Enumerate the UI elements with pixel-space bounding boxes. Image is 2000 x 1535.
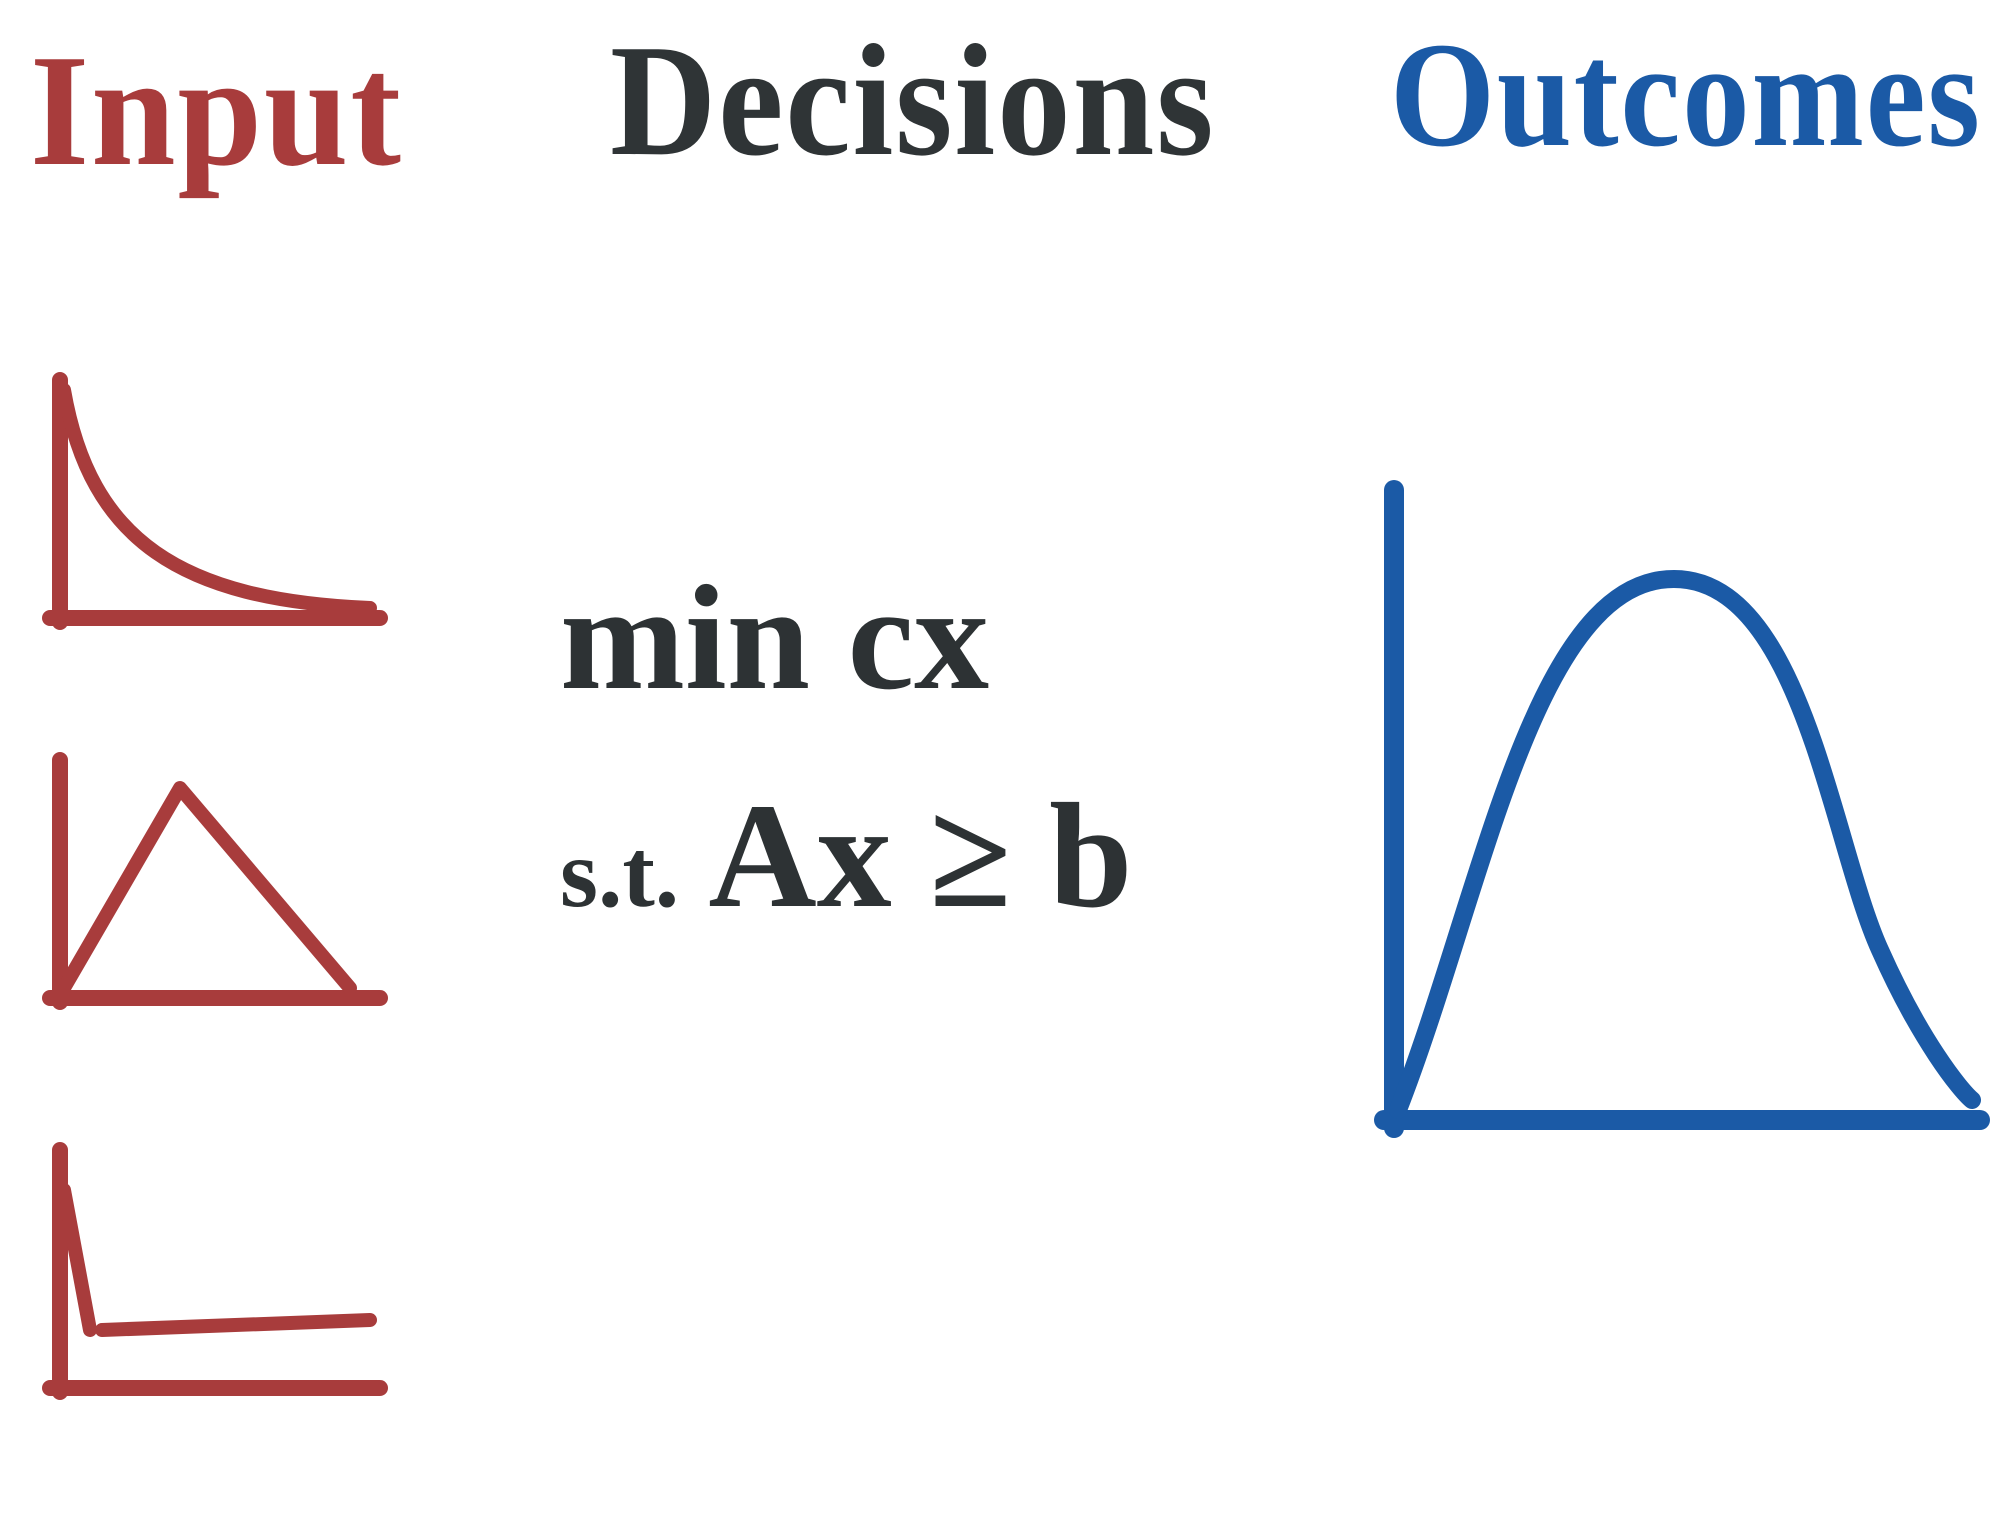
diagram-stage: Input Decisions Outcomes min cx s.t. Ax … [0, 0, 2000, 1535]
curve [64, 1190, 370, 1330]
header-outcomes: Outcomes [1390, 20, 1982, 170]
optimization-formula: min cx s.t. Ax ≥ b [560, 560, 1260, 935]
input-chart-1 [30, 360, 390, 650]
input-chart-2 [30, 740, 390, 1030]
header-input: Input [30, 30, 403, 190]
curve [1398, 579, 1972, 1110]
header-decisions: Decisions [610, 20, 1215, 180]
constraint-body: Ax ≥ b [708, 773, 1132, 939]
curve [64, 390, 370, 608]
outcome-chart [1360, 480, 2000, 1180]
objective-line: min cx [560, 560, 1260, 718]
constraint-line: s.t. Ax ≥ b [560, 778, 1260, 936]
input-chart-3 [30, 1130, 390, 1420]
header-row: Input Decisions Outcomes [0, 10, 2000, 250]
subject-to: s.t. [560, 820, 679, 928]
curve [64, 788, 350, 988]
